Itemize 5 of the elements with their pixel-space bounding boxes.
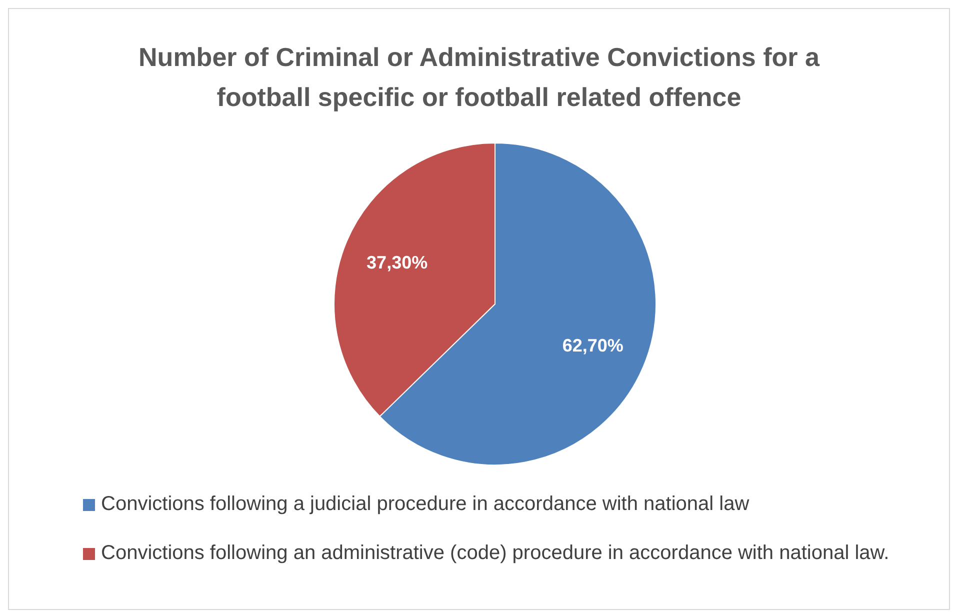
data-label: 37,30% [366, 252, 428, 273]
chart-title: Number of Criminal or Administrative Convictions for a football specific or football related offence [138, 41, 821, 114]
legend-label: Convictions following a judicial procedure in accordance with national law [101, 492, 750, 517]
legend-label: Convictions following an administrative (code) procedure in accordance with national law. [101, 541, 890, 566]
data-label: 62,70% [562, 335, 624, 356]
